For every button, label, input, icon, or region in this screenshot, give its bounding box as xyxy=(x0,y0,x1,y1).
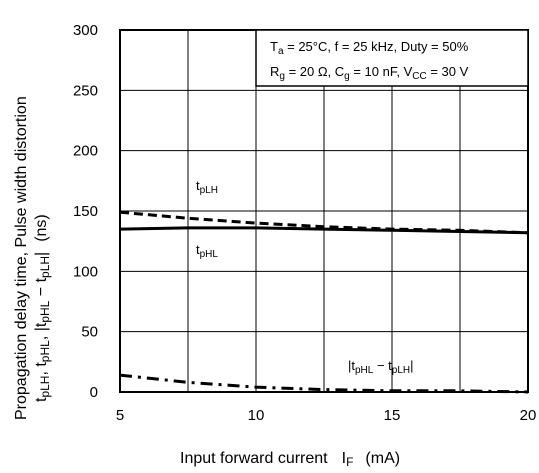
annotation-tplh: tpLH xyxy=(196,178,218,196)
y-axis-label-line-1: Propagation delay time, Pulse width dist… xyxy=(13,96,30,420)
conditions-line-2: Rg = 20 Ω, Cg = 10 nF, VCC = 30 V xyxy=(270,64,469,82)
y-tick-label: 0 xyxy=(90,384,98,401)
conditions-line-1: Ta = 25°C, f = 25 kHz, Duty = 50% xyxy=(270,39,469,57)
x-tick-labels: 5 10 15 20 xyxy=(116,407,537,424)
x-tick-label: 15 xyxy=(384,407,401,424)
x-tick-label: 10 xyxy=(248,407,265,424)
x-tick-label: 20 xyxy=(520,407,537,424)
x-tick-label: 5 xyxy=(116,407,124,424)
y-tick-label: 100 xyxy=(73,263,98,280)
conditions-box xyxy=(255,29,529,87)
y-tick-label: 150 xyxy=(73,203,98,220)
y-tick-labels: 0 50 100 150 200 250 300 xyxy=(73,22,98,401)
y-axis-label-line-2: tpLH, tpHL, |tpHL − tpLH|(ns) xyxy=(33,214,52,402)
annotation-tphl: tpHL xyxy=(196,242,218,260)
y-tick-label: 200 xyxy=(73,143,98,160)
series-line-1 xyxy=(119,226,529,235)
x-axis-label: Input forward current IF (mA) xyxy=(180,450,400,469)
y-tick-label: 300 xyxy=(73,22,98,39)
y-tick-label: 250 xyxy=(73,82,98,99)
series-group xyxy=(119,210,529,394)
y-tick-label: 50 xyxy=(81,324,98,341)
annotation-pwd: |tpHL − tpLH| xyxy=(348,358,414,376)
